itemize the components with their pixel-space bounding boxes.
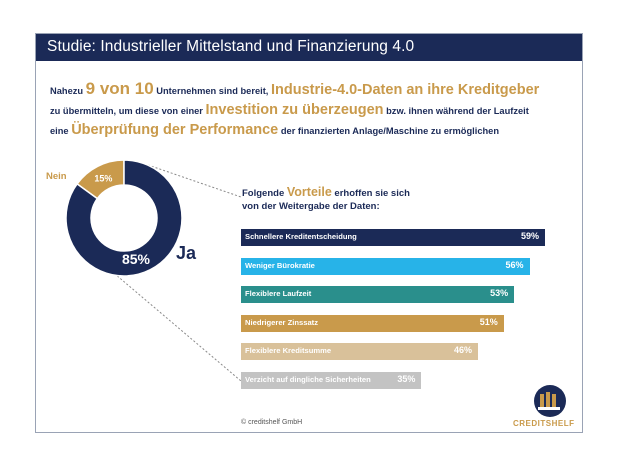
ja-label: Ja <box>176 243 197 263</box>
nein-label: Nein <box>46 171 67 182</box>
bar-value-label: 35% <box>397 373 416 384</box>
bar-label: Flexiblere Kreditsumme <box>245 346 332 355</box>
bar-value-label: 59% <box>520 231 539 241</box>
bar-6: Verzicht auf dingliche Sicherheiten 35% <box>241 371 422 389</box>
page-title: Studie: Industrieller Mittelstand und Fi… <box>47 38 415 55</box>
logo-text: CREDITSHELF <box>513 419 575 428</box>
copyright: © creditshelf GmbH <box>241 419 303 426</box>
donut-chart: 15% 85% <box>65 159 183 277</box>
bar-value-label: 46% <box>454 345 473 355</box>
bar-3: Flexiblere Laufzeit 53% <box>241 286 515 303</box>
bar-label: Weniger Bürokratie <box>245 260 315 270</box>
bar-label: Flexiblere Laufzeit <box>245 289 312 298</box>
vorteile-heading: Folgende Vorteile erhoffen sie sich von … <box>242 185 410 213</box>
bar-label: Niedrigerer Zinssatz <box>245 317 319 327</box>
bar-label: Verzicht auf dingliche Sicherheiten <box>245 374 371 384</box>
donut-label-ja: 85% <box>122 251 151 267</box>
bar-5: Flexiblere Kreditsumme 46% <box>241 343 479 360</box>
intro-line-2: zu übermitteln, um diese von einer Inves… <box>50 102 529 118</box>
intro-text: Nahezu 9 von 10 Unternehmen sind bereit,… <box>50 79 575 141</box>
donut-slice-ja <box>65 159 183 277</box>
bar-4: Niedrigerer Zinssatz 51% <box>241 314 504 332</box>
bar-value-label: 51% <box>479 316 498 327</box>
header-bar: Studie: Industrieller Mittelstand und Fi… <box>36 34 582 61</box>
connector-lines <box>101 164 242 382</box>
bar-label: Schnellere Kreditentscheidung <box>245 232 357 241</box>
donut-label-nein: 15% <box>94 173 112 183</box>
infographic-card: Studie: Industrieller Mittelstand und Fi… <box>35 33 583 433</box>
bar-value-label: 53% <box>490 288 509 298</box>
intro-line-3: eine Überprüfung der Performance der fin… <box>50 122 500 138</box>
creditshelf-logo-icon <box>534 385 566 417</box>
bar-1: Schnellere Kreditentscheidung 59% <box>241 229 545 246</box>
bar-2: Weniger Bürokratie 56% <box>241 257 530 275</box>
bar-value-label: 56% <box>505 259 524 270</box>
intro-line-1: Nahezu 9 von 10 Unternehmen sind bereit,… <box>50 79 540 98</box>
